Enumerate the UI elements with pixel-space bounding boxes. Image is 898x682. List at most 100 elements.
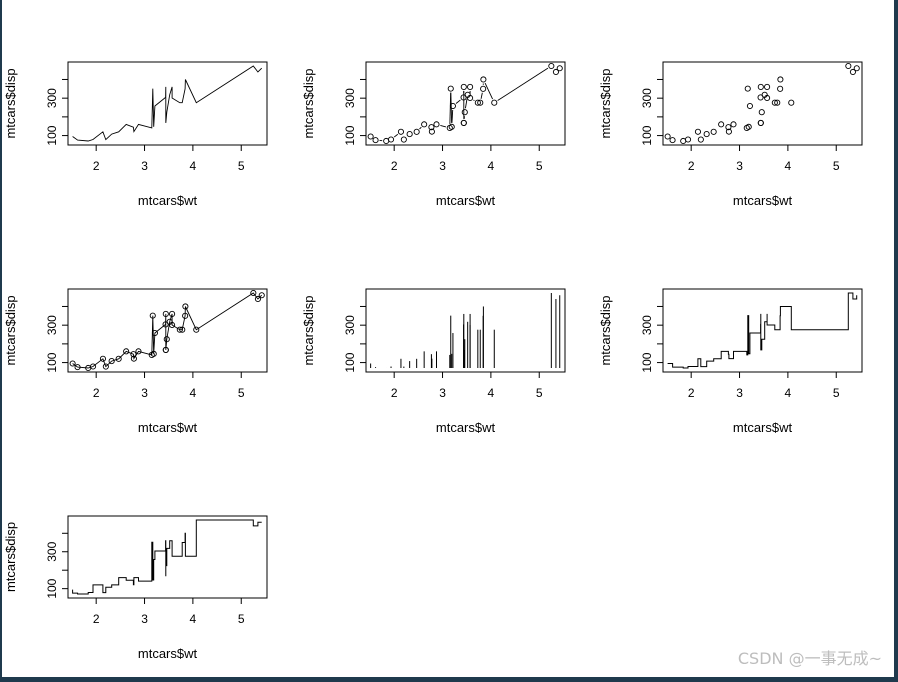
data-point [846,63,851,68]
y-axis-label: mtcars$disp [3,295,18,365]
y-tick-label: 300 [45,88,59,108]
x-tick-label: 4 [190,612,197,626]
data-point [850,69,855,74]
data-point [670,138,675,143]
data-point [481,77,486,82]
x-axis-label: mtcars$wt [138,193,198,208]
series-segment [394,134,398,137]
y-tick-label: 100 [343,125,357,145]
data-point [553,69,558,74]
series-segment [419,127,421,129]
plot-frame [68,289,267,372]
plot-frame [366,62,565,145]
x-tick-label: 3 [439,159,446,173]
data-point [745,86,750,91]
data-point [461,120,466,125]
data-point [731,122,736,127]
y-tick-label: 300 [343,315,357,335]
y-axis-label: mtcars$disp [3,522,18,592]
x-tick-label: 5 [536,386,543,400]
x-tick-label: 4 [488,386,495,400]
data-point [758,120,763,125]
series-segment [474,100,475,101]
x-tick-label: 3 [736,159,743,173]
x-tick-label: 2 [688,386,695,400]
data-point [549,63,554,68]
series-segment [498,68,548,100]
x-tick-label: 3 [141,612,148,626]
series-step-line [73,520,262,594]
data-point [665,134,670,139]
y-tick-label: 300 [45,315,59,335]
data-point [462,110,467,115]
x-tick-label: 4 [190,386,197,400]
data-point [422,122,427,127]
plot-frame [366,289,565,372]
data-point [368,134,373,139]
data-point [764,84,769,89]
data-point [481,86,486,91]
x-tick-label: 5 [833,159,840,173]
data-point [407,131,412,136]
y-tick-label: 300 [640,315,654,335]
data-point [401,137,406,142]
y-tick-label: 300 [640,88,654,108]
panel-5: 2 3 4 5 100 300 mtcars$wt mtcars$disp [301,289,565,435]
plot-frame [663,62,862,145]
x-tick-label: 5 [238,159,245,173]
x-tick-label: 2 [93,159,100,173]
x-axis-label: mtcars$wt [436,420,496,435]
series-step-line [668,293,857,368]
x-tick-label: 4 [190,159,197,173]
x-tick-label: 4 [785,386,792,400]
series-segment [440,125,446,127]
x-axis-label: mtcars$wt [138,420,198,435]
x-tick-label: 4 [488,159,495,173]
x-tick-label: 3 [736,386,743,400]
y-axis-label: mtcars$disp [598,68,613,138]
x-tick-label: 2 [688,159,695,173]
series-segment [481,93,482,99]
data-point [398,129,403,134]
data-point [373,138,378,143]
plot-frame [68,516,267,598]
x-tick-label: 5 [536,159,543,173]
x-tick-label: 2 [93,612,100,626]
x-tick-label: 3 [439,386,446,400]
y-axis-label: mtcars$disp [598,295,613,365]
y-tick-label: 100 [343,352,357,372]
y-tick-label: 300 [343,88,357,108]
data-point [758,84,763,89]
y-axis-label: mtcars$disp [301,295,316,365]
data-point [414,129,419,134]
data-point [747,103,752,108]
y-axis-label: mtcars$disp [301,68,316,138]
data-point [388,137,393,142]
y-tick-label: 100 [640,125,654,145]
data-point [789,100,794,105]
y-tick-label: 100 [45,578,59,598]
data-point [685,137,690,142]
data-point [778,77,783,82]
plot-frame [663,289,862,372]
y-tick-label: 100 [45,125,59,145]
data-point [711,129,716,134]
series-segment [452,110,453,123]
x-tick-label: 2 [93,386,100,400]
x-tick-label: 5 [833,386,840,400]
data-point [461,84,466,89]
data-point [467,84,472,89]
data-point [758,95,763,100]
x-tick-label: 2 [391,386,398,400]
x-tick-label: 3 [141,159,148,173]
x-tick-label: 4 [785,159,792,173]
series-segment [451,93,452,123]
y-tick-label: 100 [45,352,59,372]
data-point [492,100,497,105]
